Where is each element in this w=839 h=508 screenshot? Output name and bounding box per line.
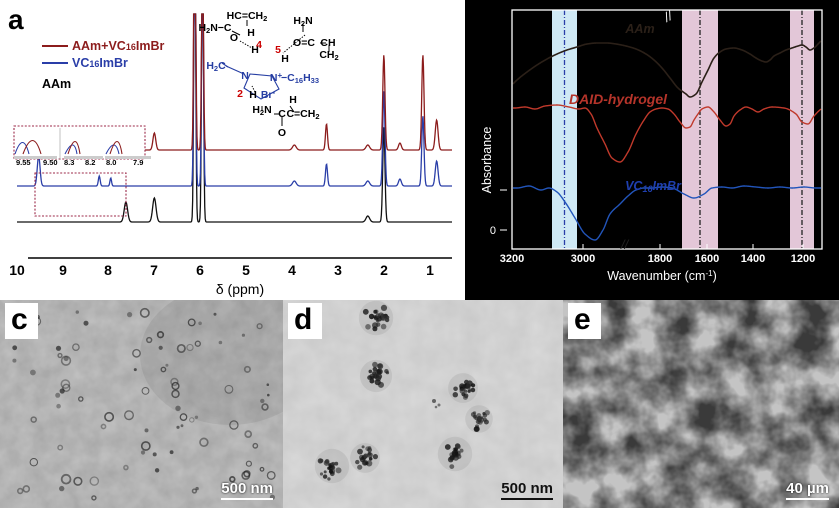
svg-text:3200: 3200	[500, 253, 524, 265]
svg-text:8.0: 8.0	[106, 158, 116, 166]
svg-text:H: H	[249, 89, 257, 101]
svg-text:5: 5	[275, 44, 281, 56]
svg-text:8.3: 8.3	[64, 158, 74, 166]
svg-text:9.55: 9.55	[16, 158, 31, 166]
svg-text:1600: 1600	[695, 253, 719, 265]
svg-text:1400: 1400	[741, 253, 765, 265]
svg-text:H2C: H2C	[206, 60, 226, 73]
svg-text:H: H	[247, 27, 255, 39]
svg-text:HC=CH2: HC=CH2	[227, 10, 268, 23]
svg-text:O: O	[230, 32, 238, 44]
svg-text:VC16ImBr: VC16ImBr	[625, 179, 682, 194]
svg-text:C: C	[278, 108, 286, 120]
svg-text:H2N: H2N	[293, 15, 312, 28]
svg-text:C=CH2: C=CH2	[286, 108, 319, 121]
svg-text:4: 4	[256, 39, 262, 51]
svg-text:9.50: 9.50	[43, 158, 58, 166]
svg-text:0: 0	[490, 225, 496, 237]
svg-text:O: O	[278, 127, 286, 139]
svg-text:O=C: O=C	[293, 37, 315, 49]
svg-text:Wavenumber (cm-1): Wavenumber (cm-1)	[607, 269, 716, 283]
svg-text:1800: 1800	[648, 253, 672, 265]
svg-text:H2N: H2N	[252, 104, 271, 117]
svg-text:DAID-hydrogel: DAID-hydrogel	[569, 91, 668, 107]
svg-text:N: N	[241, 70, 249, 82]
svg-text:CH2: CH2	[319, 49, 338, 62]
svg-text:8.2: 8.2	[85, 158, 95, 166]
svg-text://: //	[620, 237, 630, 252]
svg-text:3000: 3000	[571, 253, 595, 265]
svg-text:1200: 1200	[791, 253, 815, 265]
svg-text:AAm: AAm	[624, 22, 654, 36]
svg-text:H2N−C: H2N−C	[198, 22, 231, 35]
svg-text:H: H	[289, 94, 297, 106]
svg-text:Br-: Br-	[261, 88, 276, 101]
svg-text:7.9: 7.9	[133, 158, 143, 166]
svg-text:CH: CH	[320, 37, 335, 49]
svg-text:Absorbance: Absorbance	[480, 127, 494, 194]
svg-text:2: 2	[237, 88, 243, 100]
svg-text:−C16H33: −C16H33	[281, 72, 319, 85]
svg-text:H: H	[281, 53, 289, 65]
